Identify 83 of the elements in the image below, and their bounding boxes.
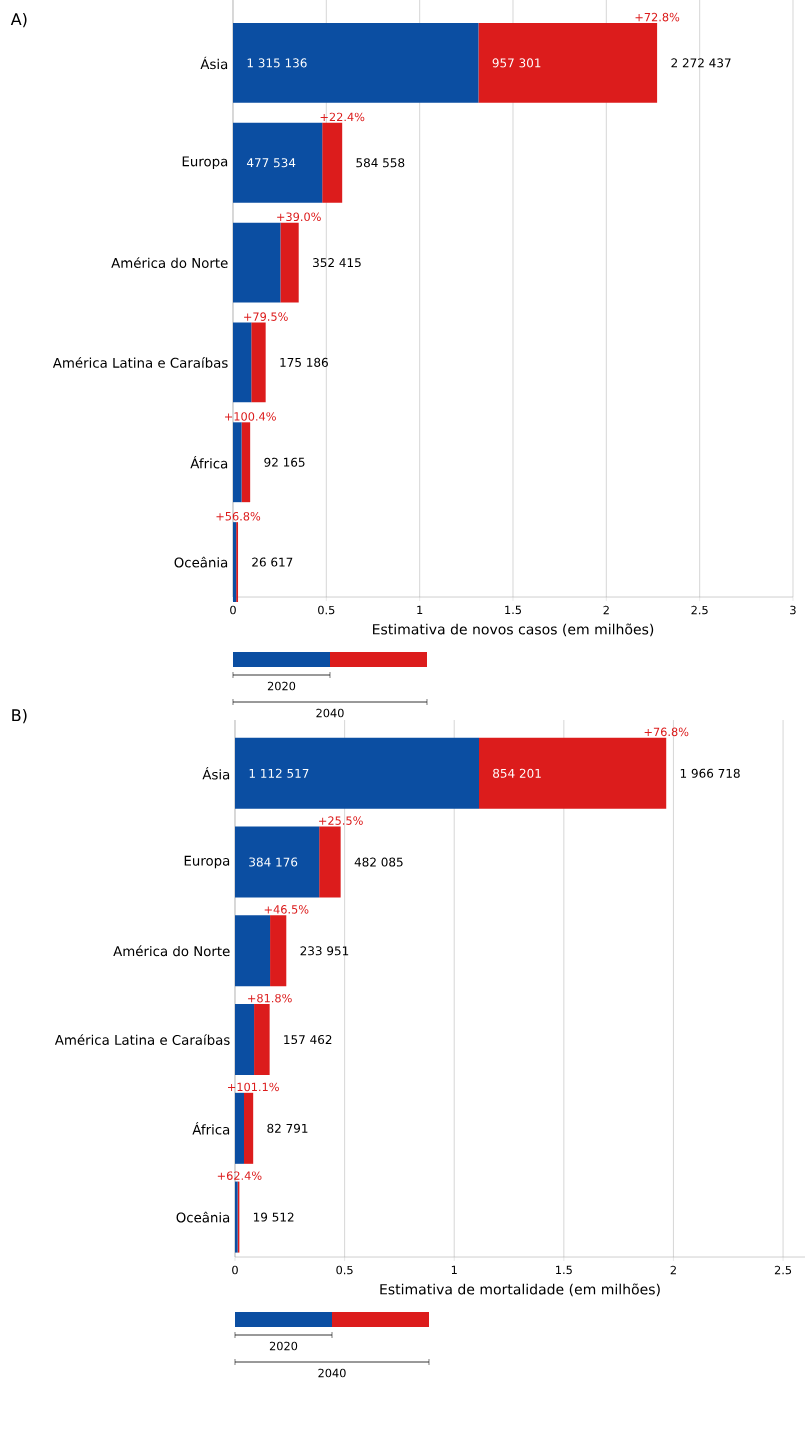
text: B) xyxy=(12,708,27,724)
y-tick-label: Oceânia xyxy=(174,556,228,568)
annotation: 854 201 xyxy=(493,768,541,778)
annotation: 957 301 xyxy=(492,58,541,68)
annotation: 1 966 718 xyxy=(680,768,740,778)
text: A) xyxy=(10,12,27,28)
bar xyxy=(241,422,251,503)
x-tick-label: 2.5 xyxy=(774,1265,792,1275)
annotation: 92 165 xyxy=(264,457,305,467)
bar xyxy=(322,122,343,203)
annotation: +101.1% xyxy=(228,1082,279,1092)
x-tick-label: 0 xyxy=(232,1265,238,1275)
bar xyxy=(478,22,658,103)
bar xyxy=(233,22,479,103)
x-tick-label: 1.5 xyxy=(505,605,521,615)
bar xyxy=(235,826,320,898)
x-tick-label: 3 xyxy=(790,605,796,615)
bar xyxy=(251,322,266,403)
bar xyxy=(235,1092,244,1164)
annotation: +72.8% xyxy=(635,12,680,22)
x-tick-label: 0.5 xyxy=(336,1265,353,1275)
bar xyxy=(479,737,667,809)
y-tick-label: Europa xyxy=(184,855,230,869)
annotation: 175 186 xyxy=(280,357,328,367)
bar xyxy=(280,222,299,303)
annotation: +76.8% xyxy=(644,727,689,737)
x-tick-label: 0 xyxy=(230,605,236,615)
bar xyxy=(319,826,341,898)
bar xyxy=(254,1004,270,1076)
x-tick-label: 2 xyxy=(670,1265,676,1275)
annotation: 1 315 136 xyxy=(247,58,307,68)
annotation: 584 558 xyxy=(356,158,405,168)
y-tick-label: África xyxy=(190,455,228,469)
bar xyxy=(235,737,479,809)
x-axis-title: Estimativa de novos casos (em milhões) xyxy=(373,623,654,637)
annotation: 1 112 517 xyxy=(249,768,309,778)
x-tick-label: 1 xyxy=(417,605,423,614)
bar xyxy=(233,122,323,203)
annotation: +22.4% xyxy=(320,112,365,122)
annotation: 352 415 xyxy=(313,258,361,268)
annotation: 157 462 xyxy=(284,1035,332,1045)
annotation: 2 272 437 xyxy=(671,58,731,68)
y-tick-label: América Latina e Caraíbas xyxy=(54,1034,230,1045)
x-axis-title: Estimativa de mortalidade (em milhões) xyxy=(380,1283,660,1297)
annotation: +39.0% xyxy=(277,212,321,222)
bar xyxy=(270,915,287,987)
text: 2020 xyxy=(267,681,296,691)
bar xyxy=(233,222,281,303)
bar xyxy=(243,1092,254,1164)
text: 2020 xyxy=(269,1341,298,1351)
annotation: 384 176 xyxy=(249,857,298,867)
annotation: +81.8% xyxy=(248,993,292,1003)
annotation: +46.5% xyxy=(264,905,309,914)
annotation: +62.4% xyxy=(217,1171,262,1180)
y-tick-label: América Latina e Caraíbas xyxy=(52,356,228,368)
annotation: 26 617 xyxy=(252,557,293,567)
y-tick-label: Oceânia xyxy=(176,1211,230,1223)
bar xyxy=(235,1004,255,1076)
annotation: +56.8% xyxy=(216,511,261,521)
annotation: 19 512 xyxy=(253,1212,294,1222)
annotation: 233 951 xyxy=(300,946,349,956)
y-tick-label: Europa xyxy=(182,156,228,169)
x-tick-label: 2 xyxy=(603,605,609,615)
x-tick-label: 1 xyxy=(451,1265,457,1274)
bar xyxy=(235,915,271,987)
y-tick-label: África xyxy=(192,1122,230,1135)
y-tick-label: América do Norte xyxy=(111,257,228,269)
annotation: 482 085 xyxy=(354,857,403,867)
annotation: +25.5% xyxy=(319,816,363,825)
y-tick-label: Ásia xyxy=(202,767,230,780)
annotation: +100.4% xyxy=(225,412,276,421)
y-tick-label: América do Norte xyxy=(113,945,230,957)
bar xyxy=(233,422,242,503)
text: 2040 xyxy=(316,708,344,718)
annotation: +79.5% xyxy=(244,312,288,321)
y-tick-label: Ásia xyxy=(200,56,228,70)
text: 2040 xyxy=(318,1368,346,1378)
annotation: 477 534 xyxy=(246,158,296,168)
annotation: 82 791 xyxy=(267,1123,308,1133)
bar xyxy=(233,322,252,403)
x-tick-label: 0.5 xyxy=(318,605,335,615)
x-tick-label: 2.5 xyxy=(691,605,708,615)
x-tick-label: 1.5 xyxy=(556,1265,572,1275)
